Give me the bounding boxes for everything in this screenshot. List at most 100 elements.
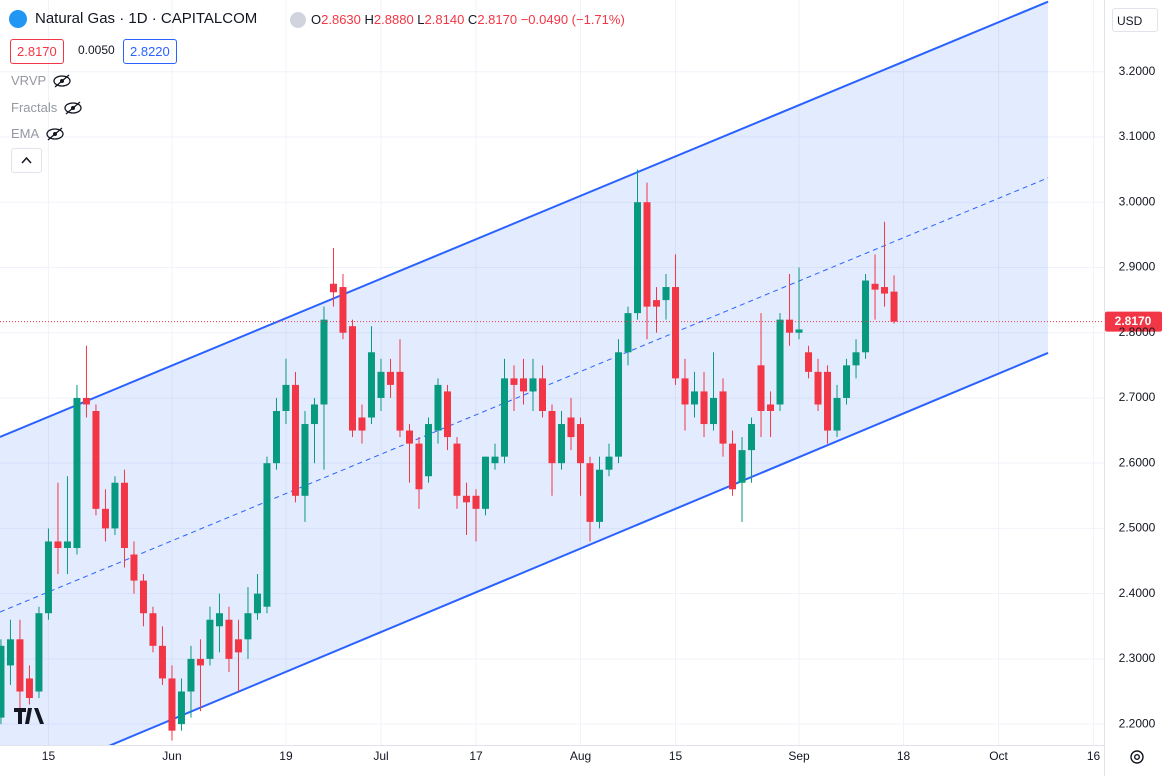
candle-body xyxy=(824,371,832,431)
candle-body xyxy=(548,410,556,464)
x-tick-label: 15 xyxy=(42,749,56,763)
candle-body xyxy=(710,397,718,425)
x-tick-label: 15 xyxy=(669,749,683,763)
candle-body xyxy=(187,658,195,692)
candle-body xyxy=(481,456,489,509)
candle-body xyxy=(377,371,385,398)
candle-body xyxy=(719,391,727,444)
candle-body xyxy=(586,463,594,522)
candle-body xyxy=(538,378,546,411)
candle-body xyxy=(396,371,404,431)
settings-button[interactable] xyxy=(1130,750,1144,764)
candle-body xyxy=(415,443,423,490)
candle-body xyxy=(634,202,642,314)
candle-body xyxy=(301,424,309,496)
candle-body xyxy=(54,541,62,548)
candle-body xyxy=(168,678,176,731)
candle-body xyxy=(776,319,784,405)
candle-body xyxy=(263,463,271,607)
ohlc-label: C xyxy=(467,12,478,27)
channel-fill xyxy=(0,1,1049,745)
symbol-title[interactable]: Natural Gas · 1D · CAPITALCOM xyxy=(35,10,258,27)
candle-body xyxy=(44,541,52,614)
indicator[interactable]: EMA xyxy=(11,126,65,141)
y-tick-label: 3.1000 xyxy=(1119,129,1156,143)
candle-body xyxy=(0,645,5,718)
x-tick-label: 18 xyxy=(897,749,911,763)
candle-body xyxy=(196,658,204,666)
candle-body xyxy=(310,404,318,425)
candle-body xyxy=(767,404,775,411)
indicator[interactable]: Fractals xyxy=(11,100,83,115)
candle-body xyxy=(729,443,737,490)
currency-button[interactable]: USD xyxy=(1112,8,1158,32)
candle-body xyxy=(63,541,71,548)
candle-body xyxy=(253,593,261,614)
candle-body xyxy=(786,319,794,333)
candle-body xyxy=(519,378,527,392)
x-tick-label: 19 xyxy=(279,749,293,763)
y-tick-label: 2.9000 xyxy=(1119,260,1156,274)
candle-body xyxy=(491,456,499,464)
candle-body xyxy=(596,469,604,522)
hidden-icon[interactable] xyxy=(45,127,65,141)
candle-body xyxy=(120,482,128,548)
change: −0.0490 (−1.71%) xyxy=(520,12,625,27)
candle-body xyxy=(139,580,147,614)
bid-button[interactable]: 2.8170 xyxy=(10,39,64,64)
caret xyxy=(21,156,32,164)
candle-body xyxy=(748,424,756,451)
candle-body xyxy=(653,300,661,307)
indicator[interactable]: VRVP xyxy=(11,73,72,88)
ask-button[interactable]: 2.8220 xyxy=(123,39,177,64)
candle-body xyxy=(92,410,100,509)
candle-body xyxy=(158,645,166,679)
x-tick-label: Jun xyxy=(162,749,181,763)
candle-body xyxy=(82,397,90,405)
candle-body xyxy=(6,639,14,666)
candle-body xyxy=(862,280,870,353)
y-tick-label: 3.2000 xyxy=(1119,64,1156,78)
currency: USD xyxy=(1117,14,1143,28)
candle-body xyxy=(206,619,214,659)
candle-body xyxy=(577,424,585,464)
candle-body xyxy=(510,378,518,385)
candle-body xyxy=(453,443,461,496)
ohlc: O2.8630 H2.8880 L2.8140 C2.8170 −0.0490 … xyxy=(311,12,625,27)
candle-body xyxy=(434,384,442,431)
y-tick-label: 2.7000 xyxy=(1119,390,1156,404)
candle-body xyxy=(462,495,470,503)
ohlc-label: O xyxy=(311,12,322,27)
price-label: 2.8170 xyxy=(1115,314,1152,328)
ohlc-label: L xyxy=(417,12,425,27)
indicator-name: VRVP xyxy=(11,73,47,88)
menu-button[interactable] xyxy=(290,12,306,28)
candle-body xyxy=(25,678,33,699)
candle-body xyxy=(605,456,613,470)
x-tick-label: 16 xyxy=(1087,749,1101,763)
candle-body xyxy=(681,378,689,405)
candle-body xyxy=(405,430,413,444)
candle-body xyxy=(225,619,233,659)
candle-body xyxy=(386,371,394,385)
candle-body xyxy=(890,291,898,322)
candle-body xyxy=(843,365,851,398)
candle-body xyxy=(320,319,328,405)
candle-body xyxy=(472,495,480,509)
candle-body xyxy=(272,410,280,464)
candle-body xyxy=(814,371,822,405)
axes: 2.2000 2.3000 2.4000 2.5000 2.6000 2.7000 2.80… xyxy=(42,64,1156,763)
collapse-button[interactable] xyxy=(11,148,42,173)
candle-body xyxy=(529,378,537,392)
y-tick-label: 2.8000 xyxy=(1119,325,1156,339)
hidden-icon[interactable] xyxy=(63,101,83,115)
candle-body xyxy=(615,352,623,457)
channel-line xyxy=(0,0,1049,438)
candle-body xyxy=(101,508,109,529)
hidden-icon[interactable] xyxy=(52,74,72,88)
candle-body xyxy=(500,378,508,457)
spread: 0.0050 xyxy=(78,43,115,57)
ohlc-value: 2.8630 xyxy=(321,12,361,27)
